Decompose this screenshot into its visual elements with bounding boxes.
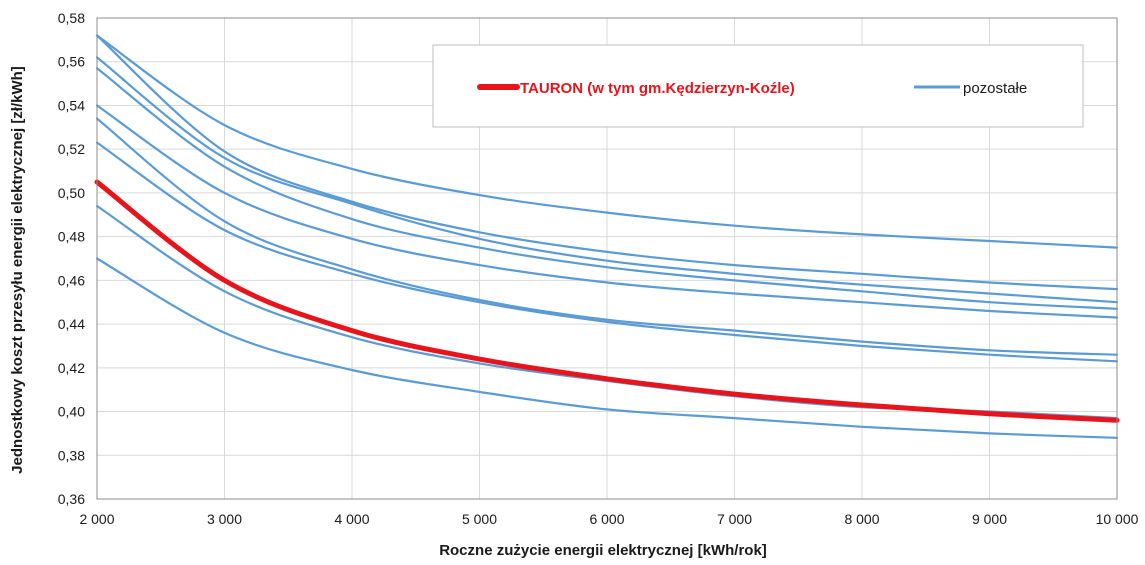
series-group-highlight [94, 179, 1120, 423]
y-axis-title: Jednostkowy koszt przesyłu energii elekt… [9, 66, 26, 474]
y-tick-label: 0,52 [58, 141, 85, 157]
x-tick-labels: 2 000 3 000 4 000 5 000 6 000 7 000 8 000 9 000… [79, 511, 1138, 527]
y-tick-label: 0,58 [58, 10, 85, 26]
x-tick-label: 10 000 [1096, 511, 1139, 527]
x-tick-label: 2 000 [79, 511, 114, 527]
legend-box [432, 44, 1084, 128]
series-line-tauron [94, 179, 1120, 423]
legend-label-other: pozostałe [963, 80, 1027, 97]
x-tick-label: 3 000 [207, 511, 242, 527]
x-axis-title: Roczne zużycie energii elektrycznej [kWh… [439, 542, 767, 559]
series-line-other-4 [95, 67, 1119, 310]
y-tick-label: 0,36 [58, 491, 85, 507]
y-tick-label: 0,38 [58, 447, 85, 463]
y-tick-label: 0,44 [58, 316, 85, 332]
x-tick-label: 8 000 [844, 511, 879, 527]
y-tick-label: 0,42 [58, 360, 85, 376]
x-tick-label: 9 000 [972, 511, 1007, 527]
series-line-other-7 [95, 141, 1119, 363]
series-line-other-3 [95, 56, 1119, 304]
y-tick-label: 0,54 [58, 97, 85, 113]
series-group-other [95, 34, 1119, 439]
y-tick-label: 0,56 [58, 54, 85, 70]
x-tick-label: 6 000 [589, 511, 624, 527]
y-tick-labels: 0,36 0,38 0,40 0,42 0,44 0,46 0,48 0,50 0,52 0,54… [58, 10, 85, 507]
series-line-other-9 [95, 257, 1119, 439]
y-tick-label: 0,48 [58, 229, 85, 245]
series-line-other-6 [95, 117, 1119, 356]
series-line-other-1 [95, 34, 1119, 249]
legend: TAURON (w tym gm.Kędzierzyn-Koźle) pozos… [432, 44, 1084, 128]
series-line-other-5 [95, 104, 1119, 319]
y-tick-label: 0,46 [58, 272, 85, 288]
y-tick-label: 0,50 [58, 185, 85, 201]
x-tick-label: 4 000 [334, 511, 369, 527]
y-tick-label: 0,40 [58, 404, 85, 420]
x-tick-label: 5 000 [462, 511, 497, 527]
legend-label-highlight: TAURON (w tym gm.Kędzierzyn-Koźle) [520, 80, 795, 97]
plot-frame [96, 17, 1118, 500]
x-tick-label: 7 000 [717, 511, 752, 527]
series-line-other-2 [95, 34, 1119, 291]
